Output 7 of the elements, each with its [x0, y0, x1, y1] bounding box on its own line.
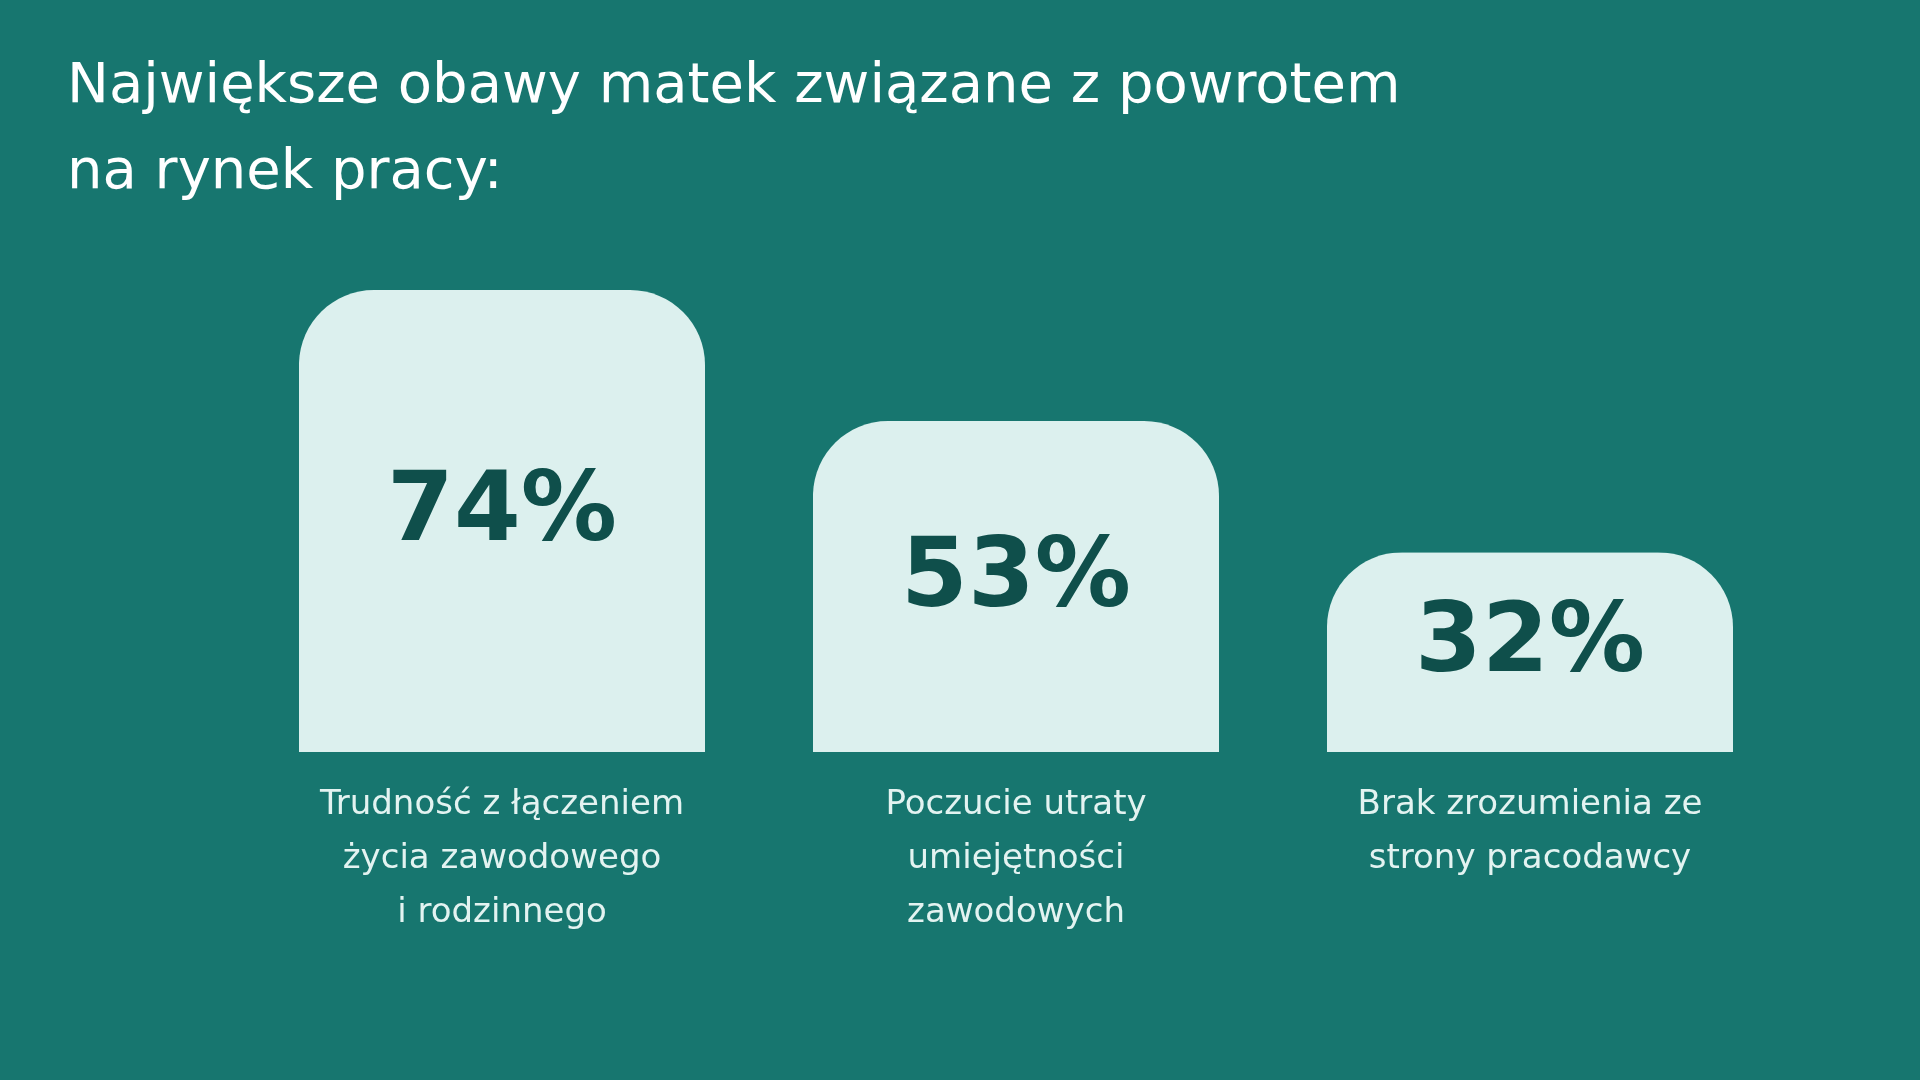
x-tick-label: Poczucie utraty umiejętności zawodowych: [885, 781, 1147, 930]
x-tick-label: Brak zrozumienia ze strony pracodawcy: [1357, 781, 1703, 876]
data-label: 32%: [1415, 582, 1645, 695]
x-tick-label: Trudność z łączeniem życia zawodowego i rodzinnego: [318, 781, 685, 930]
data-label: 53%: [901, 516, 1131, 629]
chart-title: Największe obawy matek związane z powrotem na rynek pracy:: [67, 50, 1401, 201]
data-label: 74%: [387, 451, 617, 563]
